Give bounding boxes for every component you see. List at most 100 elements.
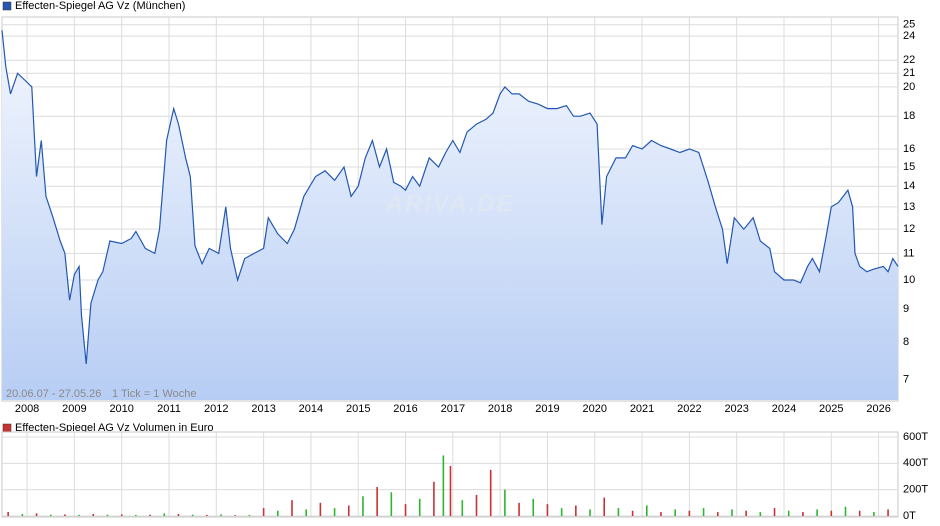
volume-bar [589, 509, 591, 516]
y-tick-label: 14 [903, 180, 915, 192]
volume-bar [404, 504, 407, 516]
y-tick-label: 200T [903, 484, 928, 496]
volume-bar [234, 515, 237, 516]
y-tick-label: 21 [903, 67, 915, 79]
volume-bar [887, 509, 889, 516]
y-tick-label: 12 [903, 223, 915, 235]
volume-bar [120, 514, 123, 516]
volume-bar [277, 510, 279, 516]
x-tick-label: 2015 [346, 403, 370, 415]
x-tick-label: 2013 [251, 403, 275, 415]
x-tick-label: 2025 [819, 403, 843, 415]
volume-bar [518, 502, 520, 516]
x-tick-label: 2012 [204, 403, 228, 415]
x-tick-label: 2024 [772, 403, 796, 415]
volume-bar [305, 509, 307, 516]
volume-bar [262, 508, 265, 516]
volume-bar [319, 502, 322, 516]
volume-bar [787, 510, 790, 516]
x-tick-label: 2010 [109, 403, 133, 415]
x-tick-label: 2020 [583, 403, 607, 415]
volume-bar [347, 505, 350, 516]
volume-bar [489, 469, 492, 516]
y-tick-label: 10 [903, 274, 915, 286]
y-tick-label: 24 [903, 30, 915, 42]
volume-bar [546, 504, 549, 516]
x-tick-label: 2023 [724, 403, 748, 415]
volume-bar [433, 481, 435, 516]
volume-bar [702, 508, 705, 516]
volume-bar [617, 508, 620, 516]
volume-bar [532, 498, 535, 516]
volume-bar [816, 509, 818, 516]
volume-bar [660, 512, 662, 516]
date-range: 20.06.07 - 27.05.26 [6, 388, 101, 400]
x-tick-label: 2011 [157, 403, 181, 415]
volume-bar [873, 512, 875, 516]
x-tick-label: 2016 [393, 403, 417, 415]
volume-bar [858, 510, 861, 516]
x-tick-label: 2022 [677, 403, 701, 415]
volume-bar [575, 505, 577, 516]
x-tick-label: 2009 [62, 403, 86, 415]
y-tick-label: 7 [903, 373, 909, 385]
volume-bar [745, 510, 747, 516]
y-tick-label: 0T [903, 510, 916, 522]
volume-bar [92, 514, 95, 516]
y-tick-label: 8 [903, 336, 909, 348]
watermark: ARIVA.DE [385, 190, 515, 217]
volume-bar [674, 509, 676, 516]
volume-bar [645, 505, 648, 516]
x-tick-label: 2018 [488, 403, 512, 415]
volume-bar [716, 512, 719, 516]
volume-bar [390, 492, 393, 516]
volume-bar [802, 512, 804, 516]
y-tick-label: 600T [903, 431, 928, 443]
volume-bar [449, 465, 452, 516]
volume-bar [177, 514, 180, 516]
x-tick-label: 2017 [441, 403, 465, 415]
chart-title: Effecten-Spiegel AG Vz (München) [15, 0, 185, 12]
volume-bar [362, 496, 364, 516]
price-area [2, 30, 898, 401]
volume-bar [475, 494, 478, 516]
x-tick-label: 2008 [15, 403, 39, 415]
x-tick-label: 2026 [866, 403, 890, 415]
volume-bar [830, 510, 833, 516]
volume-bar [220, 514, 222, 516]
x-tick-label: 2019 [535, 403, 559, 415]
volume-bar [35, 513, 38, 516]
volume-bar [418, 498, 421, 516]
volume-bar [206, 514, 208, 516]
volume-bar [135, 514, 137, 516]
volume-bar [106, 514, 109, 516]
volume-bar [163, 513, 166, 516]
volume-bar [504, 489, 506, 516]
volume-bar [149, 514, 151, 516]
volume-bar [631, 510, 634, 516]
volume-bar [603, 497, 606, 516]
volume-bar [688, 510, 691, 516]
volume-bar [191, 514, 194, 516]
y-tick-label: 22 [903, 54, 915, 66]
volume-bar [49, 514, 52, 516]
x-tick-label: 2021 [630, 403, 654, 415]
volume-bar [461, 500, 464, 516]
y-tick-label: 11 [903, 247, 914, 259]
y-tick-label: 400T [903, 457, 928, 469]
volume-bar [560, 508, 563, 516]
y-tick-label: 20 [903, 81, 915, 93]
volume-bar [64, 514, 66, 516]
x-tick-label: 2014 [299, 403, 323, 415]
y-tick-label: 9 [903, 303, 909, 315]
volume-bar [376, 487, 378, 516]
volume-bar [248, 514, 251, 516]
legend-marker [2, 423, 12, 433]
volume-bar [759, 512, 762, 516]
volume-bar [844, 506, 847, 516]
tick-note: 1 Tick = 1 Woche [112, 388, 196, 400]
y-tick-label: 25 [903, 19, 915, 31]
volume-bar [773, 508, 776, 516]
legend-marker [2, 1, 12, 11]
